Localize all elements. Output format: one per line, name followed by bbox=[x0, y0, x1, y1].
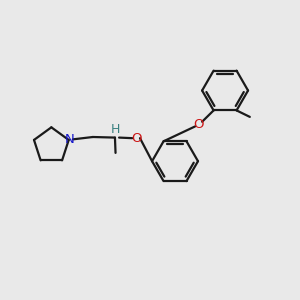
Text: O: O bbox=[193, 118, 204, 130]
Text: N: N bbox=[65, 133, 75, 146]
Text: O: O bbox=[131, 132, 141, 145]
Text: H: H bbox=[111, 123, 120, 136]
